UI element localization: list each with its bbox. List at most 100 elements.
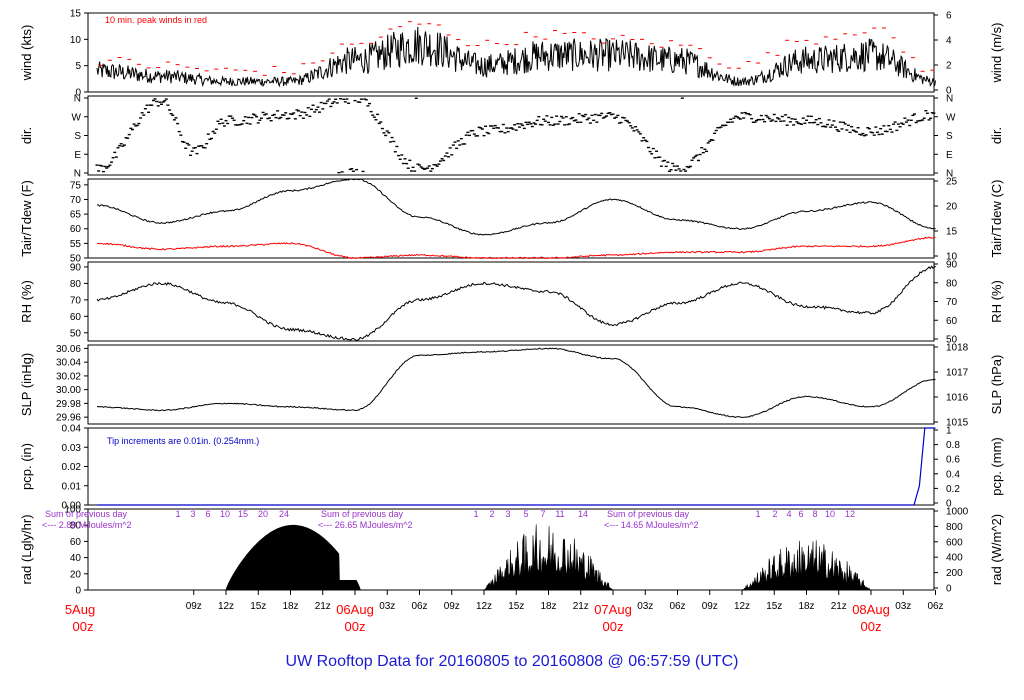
x-tick-label: 06z — [669, 601, 685, 612]
panel-slp-ylabel-left: SLP (inHg) — [19, 353, 34, 416]
panel-pcp-left-tick-label: 0.01 — [62, 481, 82, 492]
panel-rh-left-tick-label: 60 — [70, 312, 82, 323]
panel-rad-ylabel-right: rad (W/m^2) — [989, 514, 1004, 585]
x-date-label: 08Aug — [852, 602, 890, 617]
panel-rad-right-tick-label: 400 — [946, 553, 963, 564]
panel-pcp-ylabel-right: pcp. (mm) — [989, 437, 1004, 496]
panel-rh-left-tick-label: 50 — [70, 328, 82, 339]
panel-wind-left-tick-label: 10 — [70, 35, 82, 46]
panel-temp-ylabel-right: Tair/Tdew (C) — [989, 179, 1004, 257]
x-tick-label: 18z — [282, 601, 298, 612]
x-tick-label: 06z — [411, 601, 427, 612]
panel-slp-right-tick-label: 1017 — [946, 368, 969, 379]
rad-daily-sum-label: Sum of previous day — [45, 509, 128, 519]
panel-dir-right-tick-label: E — [946, 150, 953, 161]
rad-hour-mark: 12 — [845, 509, 855, 519]
panel-temp-ylabel-left: Tair/Tdew (F) — [19, 180, 34, 257]
panel-pcp-left-tick-label: 0.04 — [62, 424, 82, 435]
x-date-hour-label: 00z — [861, 619, 882, 634]
x-tick-label: 12z — [734, 601, 750, 612]
panel-rad-right-tick-label: 200 — [946, 568, 963, 579]
panel-temp-right-tick-label: 25 — [946, 177, 958, 188]
panel-slp-left-tick-label: 30.02 — [56, 371, 81, 382]
panel-rad-right-tick-label: 600 — [946, 537, 963, 548]
panel-temp-left-tick-label: 65 — [70, 210, 82, 221]
panel-slp-right-tick-label: 1016 — [946, 393, 969, 404]
panel-pcp-note: Tip increments are 0.01in. (0.254mm.) — [107, 436, 259, 446]
panel-pcp-left-tick-label: 0.02 — [62, 462, 82, 473]
panel-rh-right-tick-label: 80 — [946, 278, 958, 289]
panel-dir-ylabel-right: dir. — [989, 127, 1004, 144]
rad-hour-mark: 2 — [489, 509, 494, 519]
panel-wind-ylabel-left: wind (kts) — [19, 25, 34, 82]
x-tick-label: 12z — [476, 601, 492, 612]
panel-dir-left-tick-label: N — [74, 94, 81, 105]
panel-pcp-ylabel-left: pcp. (in) — [19, 443, 34, 490]
rad-hour-mark: 3 — [190, 509, 195, 519]
panel-rad-right-tick-label: 1000 — [946, 507, 969, 518]
x-tick-label: 06z — [927, 601, 943, 612]
rad-hour-mark: 5 — [523, 509, 528, 519]
panel-dir-frame — [87, 95, 935, 176]
panel-dir-left-tick-label: N — [74, 169, 81, 180]
panel-slp-left-tick-label: 29.98 — [56, 399, 81, 410]
rad-day-2-area — [483, 524, 614, 591]
panel-dir-left-tick-label: S — [74, 131, 81, 142]
panel-pcp-right-tick-label: 0 — [946, 499, 952, 510]
x-tick-label: 15z — [508, 601, 524, 612]
x-tick-label: 21z — [315, 601, 331, 612]
panel-dir-right-tick-label: W — [946, 112, 956, 123]
x-date-hour-label: 00z — [73, 619, 94, 634]
x-date-label: 5Aug — [65, 602, 95, 617]
rad-hour-mark: 10 — [220, 509, 230, 519]
rad-daily-sum-label: Sum of previous day — [607, 509, 690, 519]
rad-hour-mark: 7 — [540, 509, 545, 519]
x-tick-label: 09z — [444, 601, 460, 612]
x-tick-label: 15z — [250, 601, 266, 612]
panel-slp-right-tick-label: 1015 — [946, 418, 969, 429]
panel-rh-left-tick-label: 90 — [70, 262, 82, 273]
wind-peak-marks — [98, 21, 935, 76]
x-tick-label: 09z — [186, 601, 202, 612]
panel-rh-ylabel-left: RH (%) — [19, 280, 34, 323]
rad-hour-mark: 14 — [578, 509, 588, 519]
panel-rad-left-tick-label: 40 — [70, 553, 82, 564]
slp-slp-line — [96, 347, 936, 418]
panel-rad-left-tick-label: 0 — [75, 586, 81, 597]
panel-wind-note: 10 min. peak winds in red — [105, 15, 207, 25]
panel-pcp-left-tick-label: 0.03 — [62, 443, 82, 454]
panel-pcp-right-tick-label: 0.2 — [946, 484, 960, 495]
x-tick-label: 18z — [798, 601, 814, 612]
rad-hour-mark: 15 — [238, 509, 248, 519]
panel-dir-left-tick-label: E — [74, 150, 81, 161]
rad-daily-sum-value: <--- 14.65 MJoules/m^2 — [604, 520, 699, 530]
x-tick-label: 03z — [637, 601, 653, 612]
panel-rh-right-tick-label: 60 — [946, 316, 958, 327]
rad-hour-mark: 6 — [798, 509, 803, 519]
panel-dir-left-tick-label: W — [72, 112, 82, 123]
panel-wind-left-tick-label: 5 — [75, 61, 81, 72]
panel-dir-ylabel-left: dir. — [19, 127, 34, 144]
panel-wind-right-tick-label: 4 — [946, 36, 952, 47]
rad-daily-sum-value: <--- 2.89 MJoules/m^2 — [42, 520, 132, 530]
rh-rh-line — [96, 265, 936, 341]
x-tick-label: 15z — [766, 601, 782, 612]
panel-rh-ylabel-right: RH (%) — [989, 280, 1004, 323]
pcp-cumulative-line — [97, 427, 936, 506]
panel-rad-ylabel-left: rad (Lgly/hr) — [19, 514, 34, 584]
panel-rh-left-tick-label: 80 — [70, 279, 82, 290]
wind-mean-line — [96, 26, 936, 88]
wind-direction-marks — [95, 97, 936, 174]
panel-pcp-right-tick-label: 0.4 — [946, 469, 960, 480]
rad-hour-mark: 3 — [505, 509, 510, 519]
rad-hour-mark: 1 — [473, 509, 478, 519]
panel-wind-left-tick-label: 15 — [70, 9, 82, 20]
panel-temp-left-tick-label: 75 — [70, 180, 82, 191]
panel-dir-right-tick-label: S — [946, 131, 953, 142]
panel-pcp-right-tick-label: 1 — [946, 426, 952, 437]
x-tick-label: 09z — [702, 601, 718, 612]
panel-rad-right-tick-label: 800 — [946, 522, 963, 533]
rad-daily-sum-value: <--- 26.65 MJoules/m^2 — [318, 520, 413, 530]
